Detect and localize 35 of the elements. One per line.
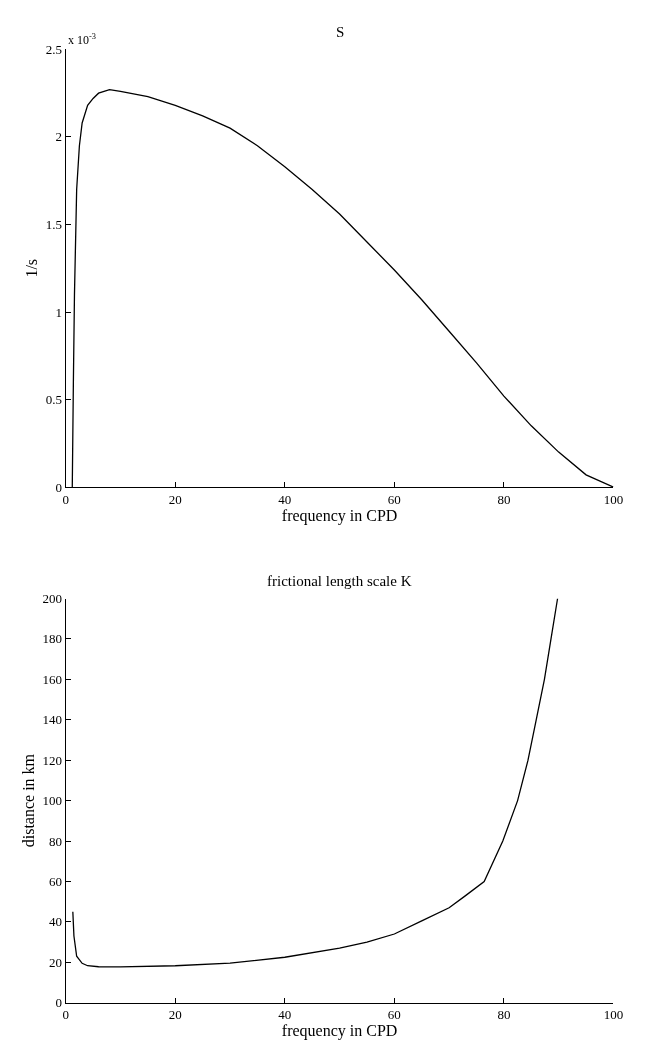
x-tick-label: 40 — [278, 1007, 292, 1023]
x-tick-label: 40 — [278, 491, 292, 507]
text: x 10$^{-3}$ — [68, 32, 96, 48]
chart-title: frictional length scale K — [267, 573, 412, 589]
y-tick-label: 0 — [55, 995, 63, 1011]
y-tick-label: 160 — [42, 671, 63, 687]
x-tick-label: 80 — [497, 1007, 511, 1023]
y-tick-label: 140 — [42, 712, 63, 728]
x-tick-label: 80 — [497, 491, 511, 507]
x-axis-title: frequency in CPD — [281, 1022, 398, 1041]
y-tick-label: 2.5 — [45, 41, 63, 57]
y-tick-label: 60 — [49, 874, 63, 890]
line-series — [72, 598, 559, 968]
y-tick-label: 2 — [55, 129, 63, 145]
y-tick-label: 100 — [42, 793, 63, 809]
y-tick-label: 0.5 — [45, 392, 63, 408]
x-tick-label: 100 — [603, 1007, 624, 1023]
x-tick-label: 20 — [168, 491, 182, 507]
x-tick-label: 20 — [168, 1007, 182, 1023]
y-tick-label: 0 — [55, 479, 63, 495]
x-tick-label: 60 — [387, 491, 401, 507]
y-axis-title: 1/s — [22, 258, 40, 278]
y-tick-label: 1 — [55, 304, 63, 320]
x-axis-title: frequency in CPD — [281, 506, 398, 525]
y-tick-label: 180 — [42, 631, 63, 647]
y-tick-label: 80 — [49, 833, 63, 849]
x-tick-label: 60 — [387, 1007, 401, 1023]
chart-title: S — [336, 24, 345, 40]
x-tick-label: 100 — [603, 491, 624, 507]
y-tick-label: 200 — [42, 591, 63, 607]
y-axis-title: distance in km — [19, 753, 37, 848]
y-tick-label: 40 — [49, 914, 63, 930]
y-tick-label: 120 — [42, 752, 63, 768]
y-tick-label: 20 — [49, 954, 63, 970]
y-tick-label: 1.5 — [45, 217, 63, 233]
